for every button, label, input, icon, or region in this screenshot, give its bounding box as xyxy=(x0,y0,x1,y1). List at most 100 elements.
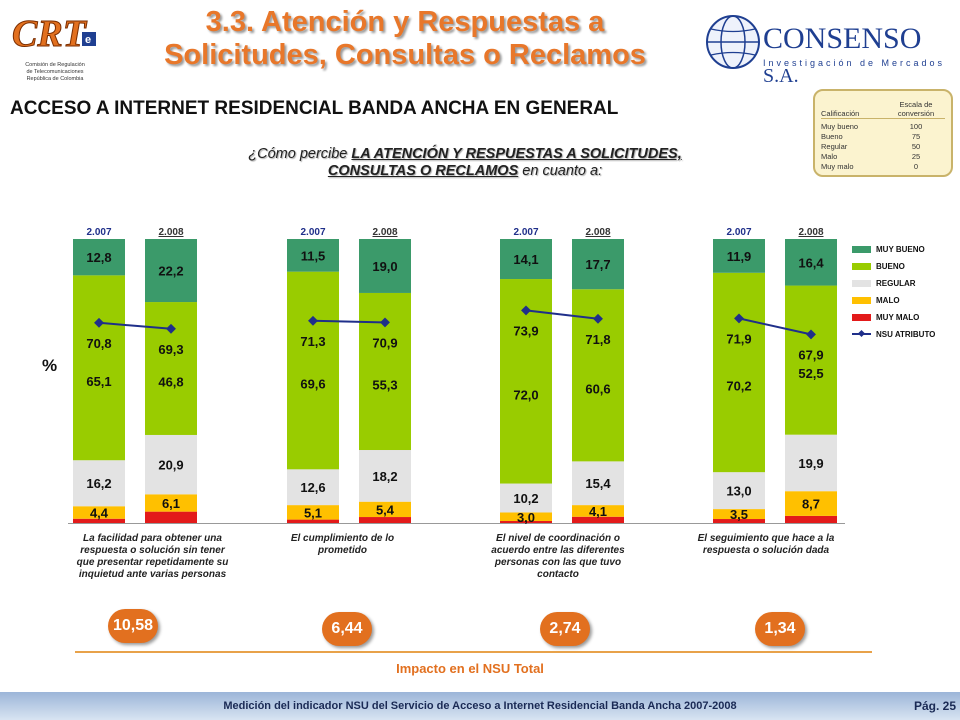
year-label: 2.007 xyxy=(726,227,751,238)
legend-item: MALO xyxy=(852,294,900,306)
legend-item: NSU ATRIBUTO xyxy=(852,328,935,340)
bar-value-label: 69,6 xyxy=(300,376,325,391)
bar-value-label: 17,7 xyxy=(585,257,610,272)
scale-row: Bueno 75 xyxy=(821,132,945,142)
bar-segment-malo xyxy=(359,501,411,518)
page-title: 3.3. Atención y Respuestas a Solicitudes… xyxy=(110,6,700,72)
consenso-globe-icon xyxy=(706,15,760,69)
bar-value-label: 5,1 xyxy=(304,505,322,520)
bar-segment-regular xyxy=(145,434,197,495)
bar-value-label: 16,4 xyxy=(798,255,824,270)
bar-value-label: 52,5 xyxy=(798,366,823,381)
bar-value-label: 11,9 xyxy=(727,249,752,264)
impact-badge: 6,44 xyxy=(322,612,372,646)
nsu-line xyxy=(525,309,599,320)
bar-value-label: 20,9 xyxy=(158,458,183,473)
bar-segment-muy-malo xyxy=(500,521,552,523)
bar-segment-muy-bueno xyxy=(713,239,765,273)
bar-value-label: 6,1 xyxy=(162,496,180,511)
bar-segment-muy-malo xyxy=(785,515,837,523)
footer-text: Medición del indicador NSU del Servicio … xyxy=(223,700,737,712)
bar-segment-muy-bueno xyxy=(500,239,552,280)
bar-segment-malo xyxy=(145,494,197,512)
bar-segment-muy-malo xyxy=(287,519,339,523)
bar-value-label: 18,2 xyxy=(372,469,397,484)
consenso-logo: CONSENSO S.A. Investigación de Mercados xyxy=(705,10,955,87)
year-label: 2.008 xyxy=(585,227,610,238)
bar-value-label: 19,0 xyxy=(372,259,397,274)
scale-header: Calificación Escala de conversión xyxy=(821,95,945,119)
legend-swatch xyxy=(852,313,871,321)
legend-label: MUY MALO xyxy=(876,312,920,322)
bar-segment-malo xyxy=(500,512,552,522)
crt-sub-line: Comisión de Regulación xyxy=(25,62,85,68)
bar-value-label: 3,0 xyxy=(517,510,535,525)
bar-segment-muy-malo xyxy=(73,518,125,523)
bar-segment-muy-bueno xyxy=(73,239,125,276)
page-title-line1: 3.3. Atención y Respuestas a xyxy=(205,6,605,38)
scale-row-value: 25 xyxy=(911,152,921,161)
bar-segment-bueno xyxy=(785,285,837,435)
nsu-value-label: 70,9 xyxy=(372,335,397,350)
bar-segment-regular xyxy=(500,483,552,513)
crt-logo-letters: CRT xyxy=(12,13,88,55)
category-label: El nivel de coordinación o acuerdo entre… xyxy=(491,533,625,580)
legend-label: REGULAR xyxy=(876,278,916,288)
legend-swatch xyxy=(852,262,871,270)
impact-divider xyxy=(75,651,872,653)
svg-text:e: e xyxy=(85,34,91,46)
nsu-value-label: 69,3 xyxy=(158,342,183,357)
consenso-sa: S.A. xyxy=(763,65,799,87)
legend-item: REGULAR xyxy=(852,277,916,289)
bar-value-label: 15,4 xyxy=(585,476,611,491)
scale-row-label: Bueno xyxy=(821,132,843,141)
scale-row: Malo 25 xyxy=(821,152,945,162)
bar-segment-malo xyxy=(73,506,125,519)
legend-label: BUENO xyxy=(876,261,905,271)
impact-badge: 10,58 xyxy=(108,609,158,643)
scale-row-label: Muy malo xyxy=(821,162,854,171)
scale-row: Muy malo 0 xyxy=(821,162,945,172)
bar-value-label: 72,0 xyxy=(513,387,538,402)
page-title-line2: Solicitudes, Consultas o Reclamos xyxy=(164,39,646,71)
scale-row-value: 100 xyxy=(909,122,923,131)
bar-segment-muy-bueno xyxy=(785,239,837,286)
bar-value-label: 16,2 xyxy=(86,476,111,491)
legend-swatch xyxy=(852,245,871,253)
bar-segment-muy-bueno xyxy=(359,239,411,293)
scale-col-conversion: Escala de conversión xyxy=(897,100,935,118)
year-label: 2.008 xyxy=(158,227,183,238)
conversion-scale-table: Calificación Escala de conversión Muy bu… xyxy=(813,89,953,177)
bar-value-label: 3,5 xyxy=(730,507,748,522)
nsu-point xyxy=(308,315,318,326)
legend-line-icon xyxy=(852,333,871,335)
year-label: 2.007 xyxy=(300,227,325,238)
nsu-value-label: 67,9 xyxy=(798,347,823,362)
scale-row: Muy bueno 100 xyxy=(821,122,945,132)
question-suffix: en cuanto a: xyxy=(518,163,603,179)
legend-swatch xyxy=(852,279,871,287)
bar-segment-regular xyxy=(359,450,411,502)
legend-label: NSU ATRIBUTO xyxy=(876,329,936,339)
bar-value-label: 13,0 xyxy=(726,484,751,499)
impact-label: Impacto en el NSU Total xyxy=(396,661,544,676)
legend-label: MUY BUENO xyxy=(876,244,925,254)
bar-segment-malo xyxy=(572,505,624,517)
nsu-point xyxy=(593,313,603,324)
scale-row-value: 0 xyxy=(913,162,919,171)
legend-swatch xyxy=(852,296,871,304)
bar-value-label: 4,4 xyxy=(90,505,109,520)
bar-segment-regular xyxy=(73,460,125,507)
bar-value-label: 5,4 xyxy=(376,502,395,517)
bar-segment-muy-malo xyxy=(572,516,624,523)
bar-value-label: 12,8 xyxy=(86,250,111,265)
bar-segment-malo xyxy=(785,491,837,516)
question-emphasis-1: LA ATENCIÓN Y RESPUESTAS A SOLICITUDES, xyxy=(351,146,682,162)
nsu-value-label: 71,3 xyxy=(300,334,325,349)
nsu-point xyxy=(806,329,816,340)
legend-item: MUY BUENO xyxy=(852,243,925,255)
bar-value-label: 11,5 xyxy=(301,248,326,263)
bar-segment-muy-bueno xyxy=(572,239,624,290)
section-subtitle: ACCESO A INTERNET RESIDENCIAL BANDA ANCH… xyxy=(10,98,619,119)
